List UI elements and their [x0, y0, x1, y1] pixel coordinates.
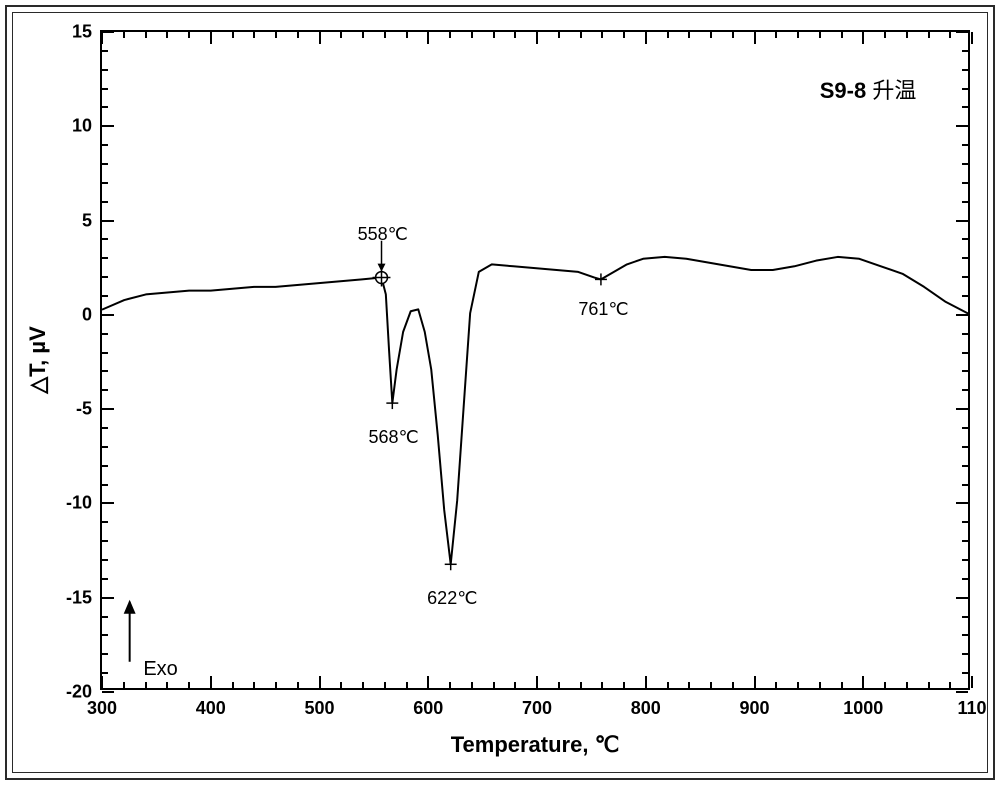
dta-curve	[103, 257, 968, 564]
peak-label: 761℃	[578, 299, 628, 320]
peak-marker	[595, 273, 607, 285]
y-tick-label: 15	[72, 22, 92, 43]
annotation-arrow	[378, 241, 386, 272]
x-tick-label: 110	[957, 698, 986, 719]
peak-marker	[445, 558, 457, 570]
y-tick-label: -15	[66, 587, 92, 608]
sample-suffix: 升温	[866, 78, 916, 103]
sample-legend: S9-8 升温	[820, 73, 917, 105]
x-tick-label: 1000	[843, 698, 883, 719]
y-tick-label: 0	[82, 304, 92, 325]
peak-marker	[386, 397, 398, 409]
exo-label: Exo	[143, 658, 177, 681]
exo-arrow	[124, 600, 136, 662]
y-tick-label: -20	[66, 682, 92, 703]
peak-label: 558℃	[358, 224, 408, 245]
peak-label: 622℃	[427, 588, 477, 609]
x-tick-label: 900	[739, 698, 769, 719]
y-tick-label: -10	[66, 493, 92, 514]
x-tick-label: 600	[413, 698, 443, 719]
plot-area: 3004005006007008009001000110-20-15-10-50…	[100, 30, 970, 690]
y-tick-label: 5	[82, 210, 92, 231]
y-tick-label: -5	[76, 399, 92, 420]
y-tick-label: 10	[72, 116, 92, 137]
x-tick-label: 800	[631, 698, 661, 719]
peak-label: 568℃	[368, 427, 418, 448]
x-axis-title: Temperature, ℃	[451, 732, 620, 758]
x-tick-label: 500	[304, 698, 334, 719]
x-tick-label: 700	[522, 698, 552, 719]
x-tick-label: 400	[196, 698, 226, 719]
y-axis-title: △T, µV	[25, 326, 51, 394]
sample-id: S9-8	[820, 78, 866, 103]
chart-svg-layer	[102, 32, 968, 688]
